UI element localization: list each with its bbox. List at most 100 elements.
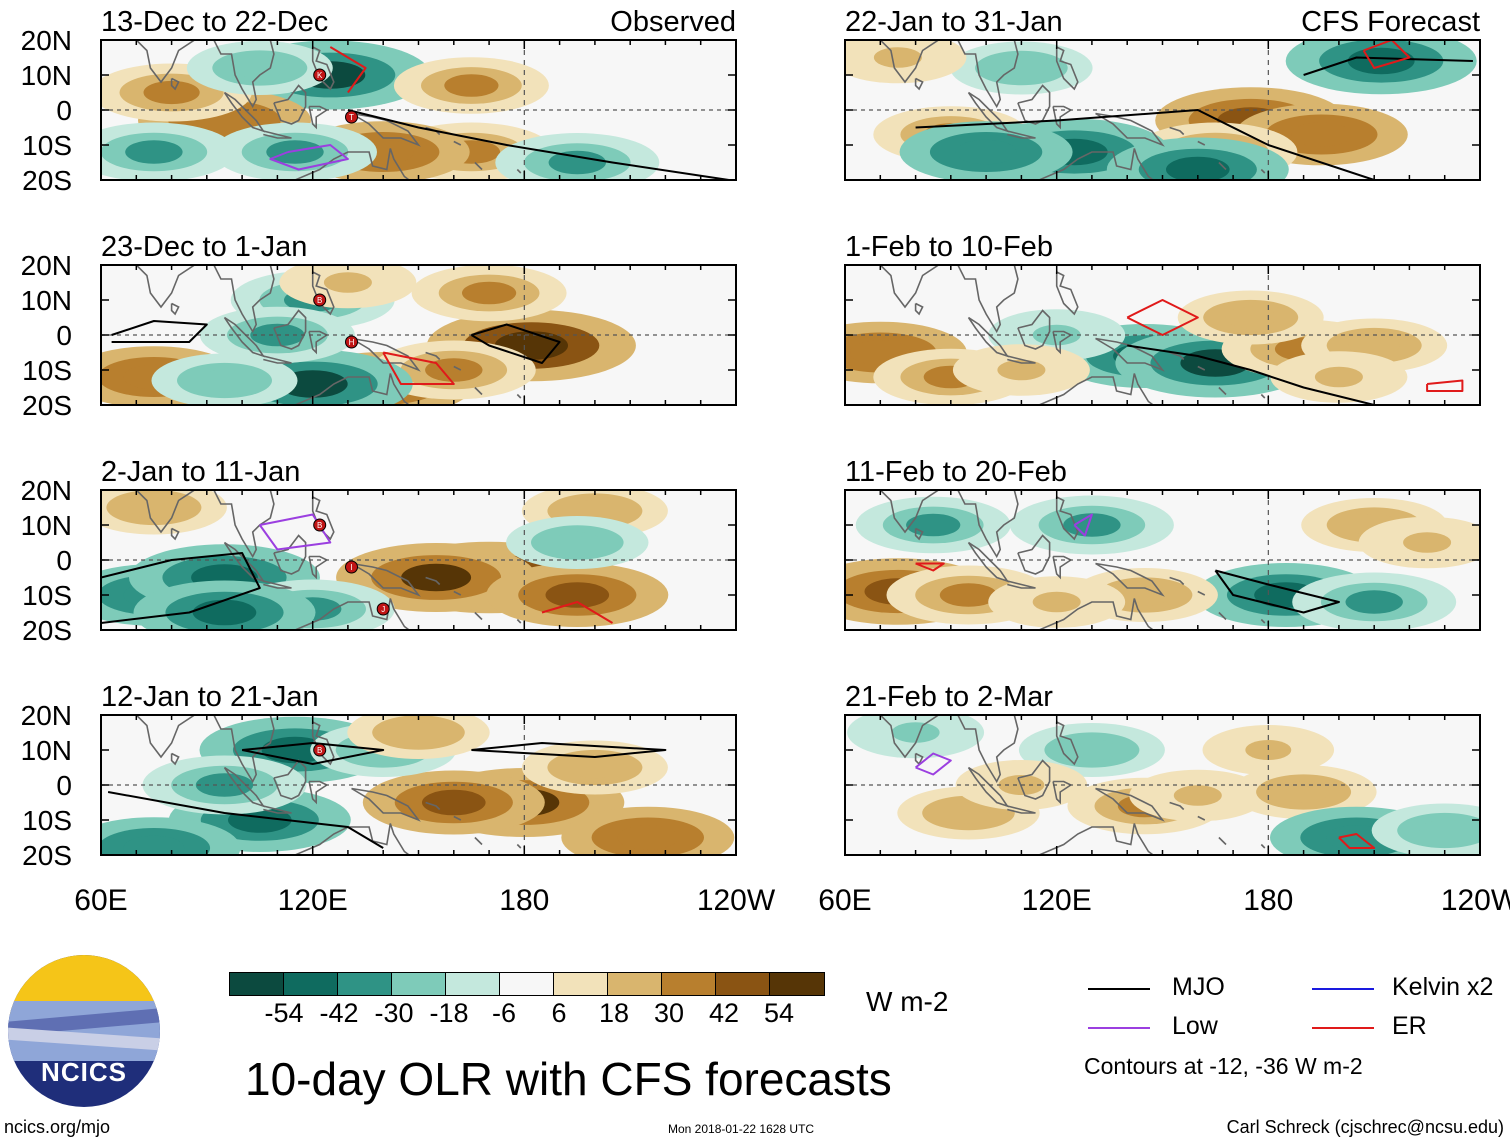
olr-anomaly-core <box>1314 366 1363 388</box>
coastline <box>213 490 275 559</box>
column-header: CFS Forecast <box>1301 6 1480 38</box>
olr-anomaly-core <box>1066 739 1118 761</box>
y-tick-label: 20N <box>21 475 72 506</box>
coastline <box>1169 351 1185 361</box>
legend-mjo-line <box>1088 988 1150 990</box>
coastline <box>1218 386 1227 396</box>
x-tick-label: 60E <box>74 884 127 917</box>
coastline <box>308 105 329 130</box>
contour-note: Contours at -12, -36 W m-2 <box>1084 1053 1363 1079</box>
coastline <box>135 40 196 84</box>
coastline <box>1197 365 1206 371</box>
coastline <box>474 611 483 621</box>
colorbar-tick-label: -30 <box>374 998 414 1028</box>
storm-marker <box>345 560 358 574</box>
coastline <box>311 46 335 91</box>
colorbar-cell <box>608 973 662 995</box>
coastline <box>1052 555 1073 580</box>
coastline <box>135 715 196 759</box>
olr-anomaly-core <box>462 281 517 305</box>
y-tick-label: 20N <box>21 700 72 731</box>
legend-kelvin-label: Kelvin x2 <box>1392 973 1494 1001</box>
olr-anomaly-core <box>906 513 961 537</box>
coastline <box>1017 759 1051 800</box>
contour-mjo <box>471 742 667 758</box>
coastline <box>957 490 1019 559</box>
storm-marker <box>313 518 327 532</box>
storm-marker <box>313 293 327 307</box>
coastline <box>914 527 924 541</box>
footer-url[interactable]: ncics.org/mjo <box>4 1117 111 1137</box>
contour-er <box>382 351 455 385</box>
colorbar-tick-label: -6 <box>491 998 517 1028</box>
coastline <box>135 265 196 309</box>
legend-low-label: Low <box>1172 1012 1218 1040</box>
coastline <box>1095 562 1165 597</box>
coastline <box>425 576 441 586</box>
coastline <box>273 759 307 800</box>
map-panel: KT <box>101 40 736 180</box>
coastline <box>308 780 329 805</box>
y-tick-label: 10N <box>21 735 72 766</box>
coastline <box>957 265 1019 334</box>
coastline <box>1169 126 1185 136</box>
olr-anomaly-core <box>266 140 324 164</box>
panel-period-label: 12-Jan to 21-Jan <box>101 681 319 713</box>
coastline <box>425 351 441 361</box>
olr-anomaly-core <box>1032 591 1081 613</box>
olr-anomaly-core <box>192 599 257 626</box>
coastline <box>1197 140 1206 146</box>
coastline <box>879 265 940 309</box>
contour-low <box>269 144 349 171</box>
coastline <box>879 715 940 759</box>
storm-marker <box>313 743 327 757</box>
storm-label: T <box>349 113 354 122</box>
contour-er <box>541 601 614 624</box>
olr-anomaly-core <box>1291 122 1352 147</box>
olr-anomaly-core <box>943 802 994 824</box>
contour-er <box>1126 299 1199 336</box>
olr-anomaly-core <box>545 582 610 608</box>
olr-anomaly-core <box>123 835 185 855</box>
contour-mjo <box>1214 569 1340 614</box>
contour-mjo <box>1303 56 1473 76</box>
contour-mjo <box>347 109 730 180</box>
legend-low-line <box>1088 1027 1150 1029</box>
coastline <box>474 161 483 171</box>
olr-anomaly-core <box>143 80 200 105</box>
y-tick-label: 20S <box>22 615 72 646</box>
olr-anomaly-core <box>444 74 499 97</box>
olr-anomaly-core <box>125 140 183 164</box>
storm-label: K <box>317 71 323 80</box>
storm-label: B <box>317 296 322 305</box>
coastline <box>311 721 335 766</box>
y-tick-label: 20N <box>21 25 72 56</box>
coastline <box>957 40 1019 109</box>
coastline <box>1007 355 1036 364</box>
y-tick-label: 0 <box>56 545 72 576</box>
coastline <box>1169 576 1185 586</box>
colorbar-tick-label: 6 <box>551 998 567 1028</box>
coastline <box>263 130 292 139</box>
contour-er <box>1362 40 1411 69</box>
coastline <box>957 715 1019 784</box>
y-tick-label: 10S <box>22 355 72 386</box>
colorbar-tick-label: 18 <box>598 998 630 1028</box>
coastline <box>516 618 522 624</box>
coastline <box>170 302 180 316</box>
olr-anomaly-core <box>873 47 922 68</box>
coastline <box>293 598 411 630</box>
legend-kelvin-line <box>1312 988 1374 990</box>
coastline <box>1037 823 1155 855</box>
coastline <box>1095 337 1165 372</box>
y-tick-label: 0 <box>56 770 72 801</box>
contour-er <box>1338 833 1376 849</box>
coastline <box>1055 721 1079 766</box>
storm-label: I <box>350 563 352 572</box>
coastline <box>1007 805 1036 814</box>
coastline <box>1095 787 1165 822</box>
coastline <box>1037 148 1155 180</box>
coastline <box>1260 393 1266 399</box>
legend-er-line <box>1312 1027 1374 1029</box>
coastline <box>308 330 329 355</box>
